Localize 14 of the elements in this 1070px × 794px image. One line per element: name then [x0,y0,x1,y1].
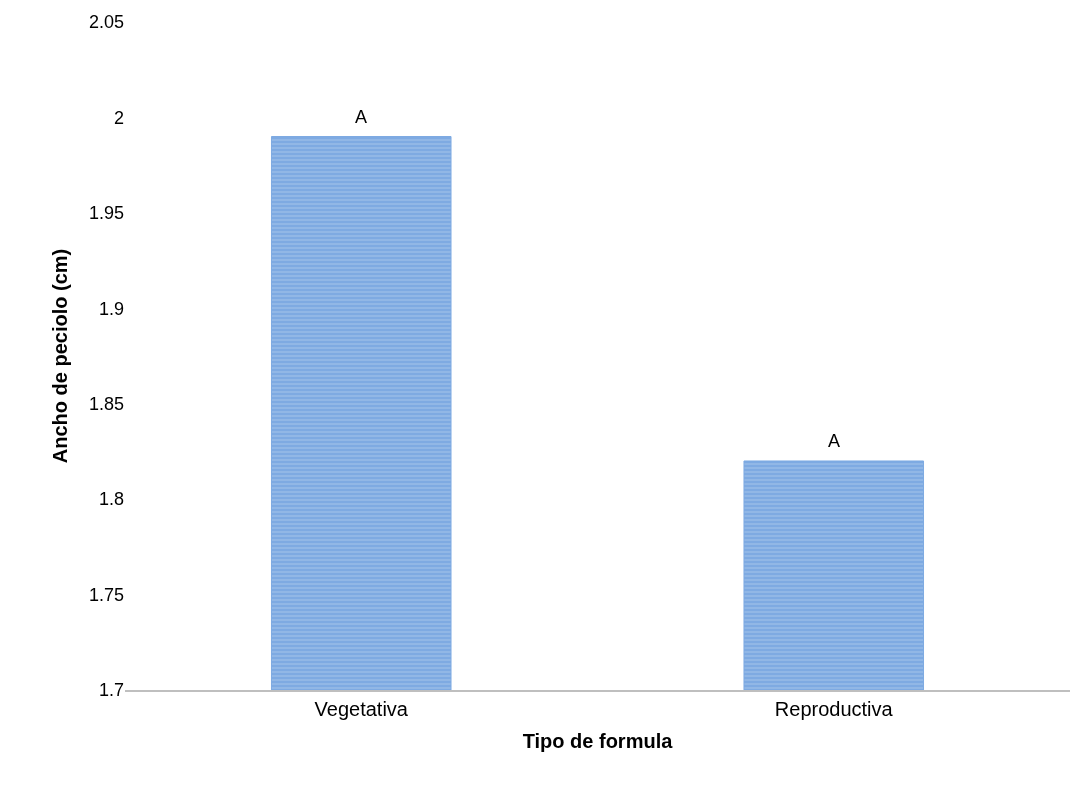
x-tick-label: Vegetativa [314,698,409,720]
y-axis-title: Ancho de peciolo (cm) [49,248,72,464]
annotation: A [355,107,368,127]
y-tick-label: 2.05 [88,12,124,33]
y-tick-label: 1.95 [88,203,124,224]
y-tick-label: 1.75 [88,584,124,605]
y-tick-label: 2 [113,107,124,128]
x-axis-title: Tipo de formula [522,730,674,752]
y-tick-label: 1.7 [98,680,124,701]
x-tick-label: Reproductiva [774,698,894,720]
y-tick-label: 1.9 [98,298,124,319]
annotation: A [828,431,841,451]
y-tick-label: 1.8 [98,489,124,510]
y-tick-label: 1.85 [88,394,124,415]
